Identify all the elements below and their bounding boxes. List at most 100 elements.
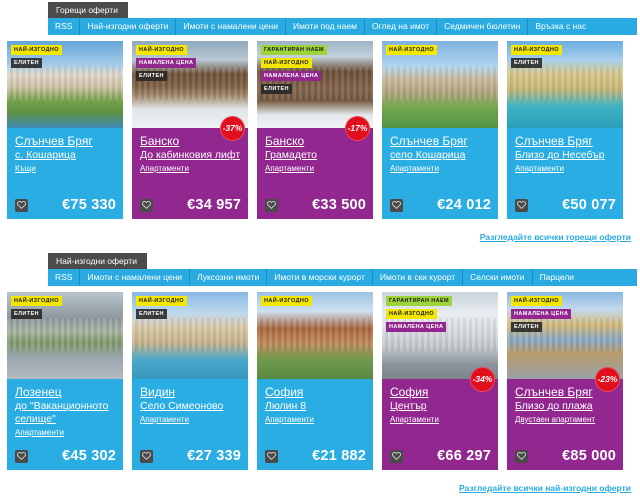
see-all-best-offers-link[interactable]: Разгледайте всички най-изгодни оферти (458, 483, 631, 493)
badge-best: НАЙ-ИЗГОДНО (136, 296, 187, 306)
card-category-link[interactable]: Двустаен апартамент (515, 414, 596, 424)
favorite-button[interactable] (515, 198, 528, 212)
favorite-button[interactable] (15, 449, 28, 463)
badge-stack: НАЙ-ИЗГОДНО ЕЛИТЕН (11, 45, 62, 68)
nav-item[interactable]: Луксозни имоти (189, 269, 266, 286)
property-card[interactable]: НАЙ-ИЗГОДНО ЕЛИТЕН Видин Село Симеоново А… (132, 292, 248, 470)
nav-item[interactable]: Връзка с нас (527, 18, 593, 35)
nav-item[interactable]: Парцели (531, 269, 582, 286)
card-subtitle-link[interactable]: Близо до плажа (515, 400, 593, 413)
badge-stack: НАЙ-ИЗГОДНО НАМАЛЕНА ЦЕНА ЕЛИТЕН (136, 45, 197, 81)
card-category-link[interactable]: Апартаменти (265, 163, 314, 173)
card-info: Слънчев Бряг Близо до плажа Двустаен апа… (507, 379, 623, 470)
card-subtitle-link[interactable]: Център (390, 400, 427, 413)
card-subtitle-link[interactable]: до "Ваканционното селище" (15, 400, 109, 425)
favorite-heart-icon (392, 201, 401, 209)
favorite-heart-icon (142, 201, 151, 209)
card-subtitle-link[interactable]: Грамадето (265, 149, 317, 162)
favorite-button[interactable] (140, 198, 153, 212)
property-card[interactable]: НАЙ-ИЗГОДНО София Люлин 8 Апартаменти €2… (257, 292, 373, 470)
card-title-link[interactable]: Слънчев Бряг (515, 134, 593, 148)
card-title-link[interactable]: Слънчев Бряг (390, 134, 468, 148)
card-title-link[interactable]: Слънчев Бряг (515, 385, 593, 399)
nav-item[interactable]: RSS (55, 272, 73, 282)
property-card[interactable]: НАЙ-ИЗГОДНО НАМАЛЕНА ЦЕНА ЕЛИТЕН -23% Слън… (507, 292, 623, 470)
card-subtitle-link[interactable]: До кабинковия лифт (140, 149, 241, 162)
badge-elite: ЕЛИТЕН (11, 58, 42, 68)
badge-stack: НАЙ-ИЗГОДНО ЕЛИТЕН (511, 45, 562, 68)
card-info: Слънчев Бряг село Кошарица Апартаменти €… (382, 128, 498, 219)
favorite-button[interactable] (265, 198, 278, 212)
property-card[interactable]: ГАРАНТИРАН НАЕМ НАЙ-ИЗГОДНО НАМАЛЕНА ЦЕНА … (382, 292, 498, 470)
card-price: €33 500 (312, 197, 366, 213)
nav-item[interactable]: Оглед на имот (363, 18, 436, 35)
property-card[interactable]: НАЙ-ИЗГОДНО НАМАЛЕНА ЦЕНА ЕЛИТЕН -37% Банс… (132, 41, 248, 219)
card-title-link[interactable]: Слънчев Бряг (15, 134, 93, 148)
favorite-heart-icon (17, 452, 26, 460)
nav-item[interactable]: Имоти с намалени цени (79, 269, 189, 286)
card-subtitle-link[interactable]: Люлин 8 (265, 400, 307, 413)
badge-rent: ГАРАНТИРАН НАЕМ (261, 45, 328, 55)
nav-item[interactable]: Седмичен бюлетин (436, 18, 527, 35)
property-photo: НАЙ-ИЗГОДНО НАМАЛЕНА ЦЕНА ЕЛИТЕН -23% (507, 292, 623, 392)
tab-hot-offers[interactable]: Горещи оферти (48, 2, 128, 18)
property-card[interactable]: ГАРАНТИРАН НАЕМ НАЙ-ИЗГОДНО НАМАЛЕНА ЦЕНА Е… (257, 41, 373, 219)
card-title-link[interactable]: София (265, 385, 304, 399)
card-title-link[interactable]: Банско (265, 134, 305, 148)
nav-item[interactable]: Най-изгодни оферти (79, 18, 175, 35)
badge-elite: ЕЛИТЕН (511, 58, 542, 68)
favorite-button[interactable] (515, 449, 528, 463)
card-title-link[interactable]: Банско (140, 134, 180, 148)
badge-stack: НАЙ-ИЗГОДНО (261, 296, 312, 306)
card-title-link[interactable]: Видин (140, 385, 176, 399)
best-offers-navbar: RSS Имоти с намалени цени Луксозни имоти Им… (48, 269, 637, 286)
property-photo: НАЙ-ИЗГОДНО ЕЛИТЕН (507, 41, 623, 128)
nav-item[interactable]: Имоти в морски курорт (266, 269, 372, 286)
favorite-button[interactable] (15, 198, 28, 212)
see-all-hot-offers-link[interactable]: Разгледайте всички горещи оферти (479, 232, 631, 242)
see-all-row: Разгледайте всички най-изгодни оферти (0, 478, 631, 496)
card-category-link[interactable]: Апартаменти (390, 163, 439, 173)
property-photo: НАЙ-ИЗГОДНО ЕЛИТЕН (7, 41, 123, 128)
property-card[interactable]: НАЙ-ИЗГОДНО ЕЛИТЕН Слънчев Бряг Близо до … (507, 41, 623, 219)
property-card[interactable]: НАЙ-ИЗГОДНО Слънчев Бряг село Кошарица А… (382, 41, 498, 219)
card-subtitle-link[interactable]: Село Симеоново (140, 400, 224, 413)
badge-best: НАЙ-ИЗГОДНО (11, 45, 62, 55)
tab-best-offers[interactable]: Най-изгодни оферти (48, 253, 147, 269)
best-offers-cards: НАЙ-ИЗГОДНО ЕЛИТЕН Лозенец до "Ваканционн… (7, 292, 633, 470)
card-category-link[interactable]: Апартаменти (265, 414, 314, 424)
nav-item[interactable]: Имоти в ски курорт (371, 269, 462, 286)
nav-item[interactable]: RSS (55, 21, 73, 31)
nav-item[interactable]: Имоти под наем (284, 18, 364, 35)
price-row: €27 339 (140, 448, 241, 464)
badge-stack: НАЙ-ИЗГОДНО ЕЛИТЕН (11, 296, 62, 319)
favorite-button[interactable] (390, 449, 403, 463)
card-price: €85 000 (562, 448, 616, 464)
card-category-link[interactable]: Апартаменти (140, 414, 189, 424)
card-title-link[interactable]: София (390, 385, 429, 399)
badge-reduced: НАМАЛЕНА ЦЕНА (136, 58, 197, 68)
card-category-link[interactable]: Апартаменти (140, 163, 189, 173)
card-category-link[interactable]: Апартаменти (515, 163, 564, 173)
card-price: €45 302 (62, 448, 116, 464)
price-row: €66 297 (390, 448, 491, 464)
card-price: €21 882 (312, 448, 366, 464)
nav-item[interactable]: Селски имоти (462, 269, 531, 286)
price-row: €33 500 (265, 197, 366, 213)
card-category-link[interactable]: Апартаменти (390, 414, 439, 424)
card-title-link[interactable]: Лозенец (15, 385, 62, 399)
property-card[interactable]: НАЙ-ИЗГОДНО ЕЛИТЕН Лозенец до "Ваканционн… (7, 292, 123, 470)
card-subtitle-link[interactable]: с. Кошарица (15, 149, 76, 162)
badge-reduced: НАМАЛЕНА ЦЕНА (386, 322, 447, 332)
favorite-button[interactable] (265, 449, 278, 463)
badge-elite: ЕЛИТЕН (136, 71, 167, 81)
property-card[interactable]: НАЙ-ИЗГОДНО ЕЛИТЕН Слънчев Бряг с. Кошари… (7, 41, 123, 219)
favorite-button[interactable] (140, 449, 153, 463)
card-subtitle-link[interactable]: Близо до Несебър (515, 149, 605, 162)
card-category-link[interactable]: Апартаменти (15, 427, 64, 437)
card-info: Банско Грамадето Апартаменти €33 500 (257, 128, 373, 219)
favorite-button[interactable] (390, 198, 403, 212)
nav-item[interactable]: Имоти с намалени цени (175, 18, 285, 35)
card-subtitle-link[interactable]: село Кошарица (390, 149, 466, 162)
card-category-link[interactable]: Къщи (15, 163, 36, 173)
